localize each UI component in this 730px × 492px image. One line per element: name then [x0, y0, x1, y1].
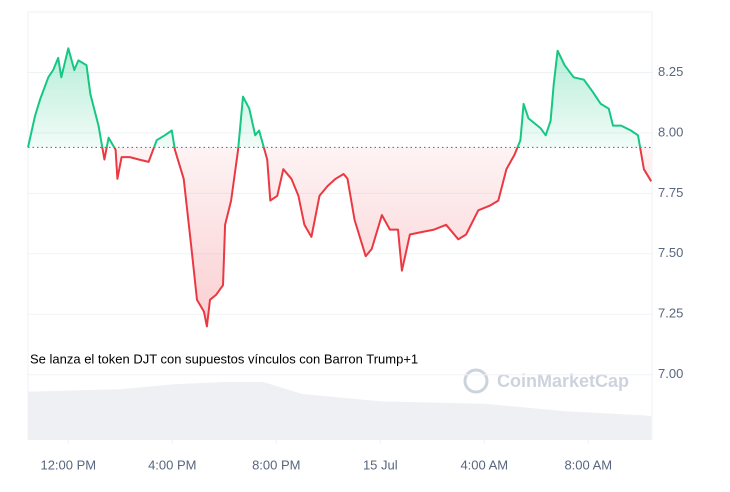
annotation: Se lanza el token DJT con supuestos vínc…	[30, 351, 418, 366]
y-tick-label: 7.00	[658, 366, 683, 381]
x-tick-label: 4:00 PM	[148, 457, 196, 472]
x-tick-label: 12:00 PM	[40, 457, 96, 472]
x-tick-label: 15 Jul	[363, 457, 398, 472]
x-tick-label: 4:00 AM	[460, 457, 508, 472]
y-tick-label: 8.25	[658, 64, 683, 79]
volume-area	[28, 381, 652, 440]
y-tick-label: 7.50	[658, 245, 683, 260]
price-line	[27, 47, 653, 328]
watermark-logo	[463, 368, 489, 394]
watermark-text: CoinMarketCap	[497, 371, 629, 391]
x-tick-label: 8:00 AM	[564, 457, 612, 472]
y-tick-label: 7.75	[658, 185, 683, 200]
watermark: CoinMarketCap	[463, 368, 629, 394]
y-tick-label: 7.25	[658, 306, 683, 321]
y-tick-label: 8.00	[658, 124, 683, 139]
x-tick-label: 8:00 PM	[252, 457, 300, 472]
price-area	[28, 48, 652, 327]
